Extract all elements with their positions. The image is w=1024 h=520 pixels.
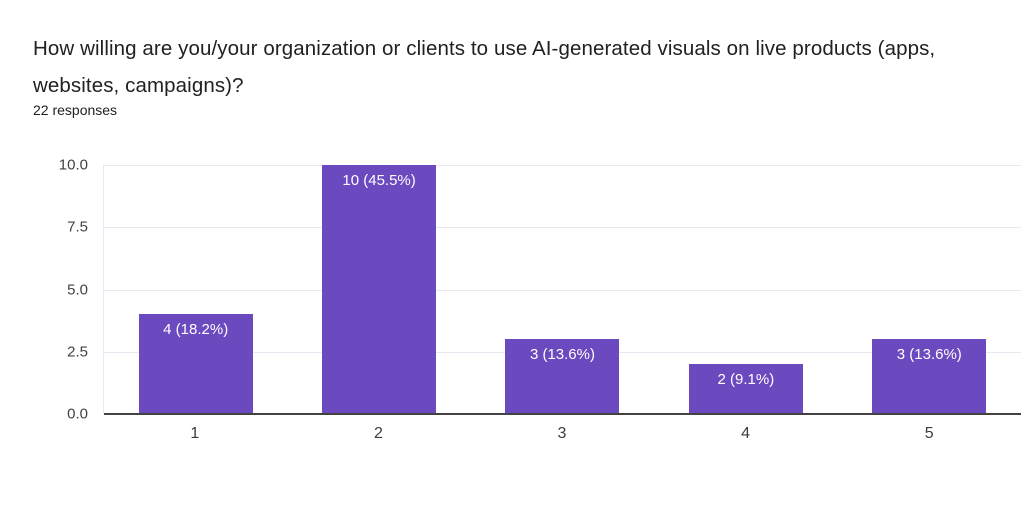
bar-3: 3 (13.6%) — [505, 339, 620, 414]
x-axis-tick-label: 2 — [373, 425, 383, 442]
gridline — [104, 227, 1021, 229]
bar-value-label: 3 (13.6%) — [529, 346, 595, 364]
bar-band-3: 3 (13.6%) — [471, 165, 654, 414]
x-axis-tick-label: 1 — [190, 425, 200, 442]
y-axis-tick-label: 5.0 — [67, 281, 88, 298]
bar-value-label: 2 (9.1%) — [717, 371, 775, 389]
gridline — [104, 289, 1021, 291]
y-axis-tick-label: 0.0 — [67, 405, 88, 423]
y-axis-tick-label: 7.5 — [67, 218, 88, 236]
x-axis-labels: 1 2 3 4 5 — [103, 425, 1021, 447]
response-count: 22 responses — [33, 102, 118, 118]
x-axis-baseline — [104, 413, 1021, 415]
bar-5: 3 (13.6%) — [872, 339, 987, 414]
bar-value-label: 3 (13.6%) — [896, 346, 962, 364]
bar-value-label: 4 (18.2%) — [163, 321, 229, 339]
bar-band-4: 2 (9.1%) — [654, 165, 837, 414]
y-axis-labels: 0.0 2.5 5.0 7.5 10.0 — [0, 157, 88, 423]
bar-2: 10 (45.5%) — [322, 165, 437, 414]
bar-band-2: 10 (45.5%) — [287, 165, 470, 414]
y-axis-tick-label: 2.5 — [67, 343, 88, 361]
y-axis-tick-label: 10.0 — [58, 156, 88, 174]
plot-area: 4 (18.2%) 10 (45.5%) 3 (13.6%) 2 (9.1%) 3 (1… — [103, 165, 1021, 415]
question-title: How willing are you/your organization or… — [33, 37, 936, 97]
bar-value-label: 10 (45.5%) — [342, 172, 416, 189]
bar-band-1: 4 (18.2%) — [104, 165, 287, 414]
bar-4: 2 (9.1%) — [688, 364, 803, 414]
bar-1: 4 (18.2%) — [138, 314, 253, 414]
x-axis-tick-label: 3 — [557, 425, 567, 442]
gridline — [104, 165, 1021, 166]
bar-band-5: 3 (13.6%) — [838, 165, 1021, 414]
x-axis-tick-label: 5 — [924, 425, 934, 442]
x-axis-tick-label: 4 — [741, 425, 751, 442]
